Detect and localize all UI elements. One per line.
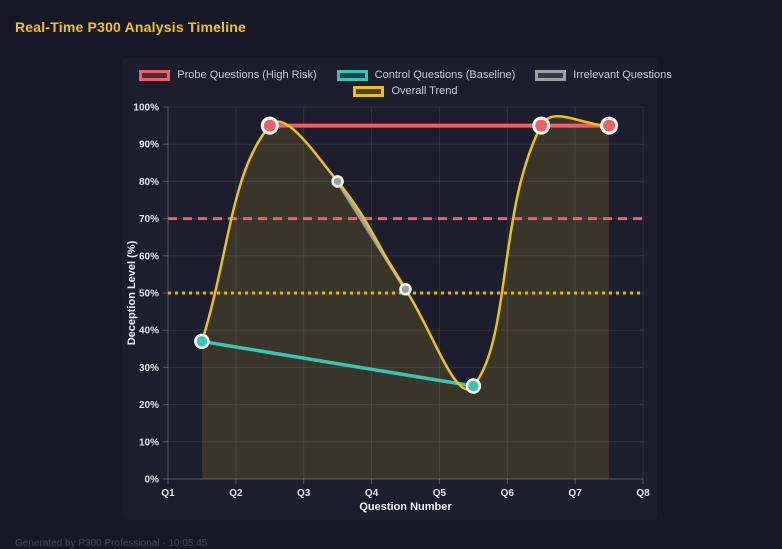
svg-text:90%: 90% (139, 140, 159, 151)
svg-text:70%: 70% (139, 214, 159, 225)
point-probe-questions-high-risk-1[interactable] (532, 116, 551, 135)
y-axis-ticks: 0% 10% 20% 30% 40% 50% 60% 70% 80% 90% 100% (133, 103, 159, 486)
legend-label: Irrelevant Questions (573, 69, 672, 81)
svg-text:10%: 10% (139, 437, 159, 448)
chart-panel: Probe Questions (High Risk) Control Quest… (122, 58, 672, 520)
legend-swatch-irrelevant-questions (535, 69, 567, 81)
svg-text:Q5: Q5 (433, 488, 447, 499)
svg-text:Q1: Q1 (161, 488, 175, 499)
timeline-chart-canvas[interactable]: 0%10%20%30%40%50%60%70%80%90%100%Q1 Q2 Q3 Q… (122, 58, 657, 520)
footer-text: Generated by P300 Professional - 10:05:4… (15, 538, 208, 549)
series-line-control-questions-baseline (200, 339, 476, 388)
svg-text:20%: 20% (139, 400, 159, 411)
svg-text:0%: 0% (145, 475, 160, 486)
point-control-questions-baseline-1[interactable] (465, 378, 482, 394)
svg-text:80%: 80% (139, 177, 159, 188)
svg-text:Q6: Q6 (501, 488, 515, 499)
x-axis-ticks: Q1 Q2 Q3 Q4 Q5 Q6 Q7 Q8 (161, 488, 650, 499)
trend-fill-area (201, 116, 610, 479)
svg-text:Q3: Q3 (297, 488, 311, 499)
chart-legend: Probe Questions (High Risk) Control Quest… (139, 69, 672, 97)
legend-swatch-control-questions-baseline (336, 69, 368, 81)
legend-item-probe-questions-high-risk[interactable]: Probe Questions (High Risk) (139, 69, 317, 81)
point-control-questions-baseline-0[interactable] (194, 333, 210, 350)
svg-text:50%: 50% (139, 289, 159, 300)
x-axis-title: Question Number (359, 501, 452, 513)
point-probe-questions-high-risk-0[interactable] (260, 116, 279, 135)
page-title: Real-Time P300 Analysis Timeline (15, 19, 247, 35)
svg-text:100%: 100% (133, 103, 159, 114)
legend-item-irrelevant-questions[interactable]: Irrelevant Questions (535, 69, 672, 81)
svg-text:Q2: Q2 (229, 488, 243, 499)
legend-item-overall-trend[interactable]: Overall Trend (353, 85, 458, 97)
point-probe-questions-high-risk-2[interactable] (600, 116, 619, 135)
legend-item-control-questions-baseline[interactable]: Control Questions (Baseline) (336, 69, 516, 81)
svg-text:30%: 30% (139, 363, 159, 374)
svg-text:Q4: Q4 (365, 488, 379, 499)
legend-swatch-overall-trend (353, 85, 385, 97)
point-irrelevant-questions-1[interactable] (399, 283, 412, 296)
legend-label: Overall Trend (391, 85, 458, 97)
legend-label: Probe Questions (High Risk) (177, 69, 317, 81)
point-irrelevant-questions-0[interactable] (331, 175, 344, 188)
svg-text:60%: 60% (139, 251, 159, 262)
svg-text:Q8: Q8 (636, 488, 650, 499)
svg-text:Q7: Q7 (568, 488, 582, 499)
legend-swatch-probe-questions-high-risk (139, 69, 171, 81)
y-axis-title: Deception Level (%) (126, 240, 138, 346)
svg-text:40%: 40% (139, 326, 159, 337)
legend-label: Control Questions (Baseline) (374, 69, 516, 81)
